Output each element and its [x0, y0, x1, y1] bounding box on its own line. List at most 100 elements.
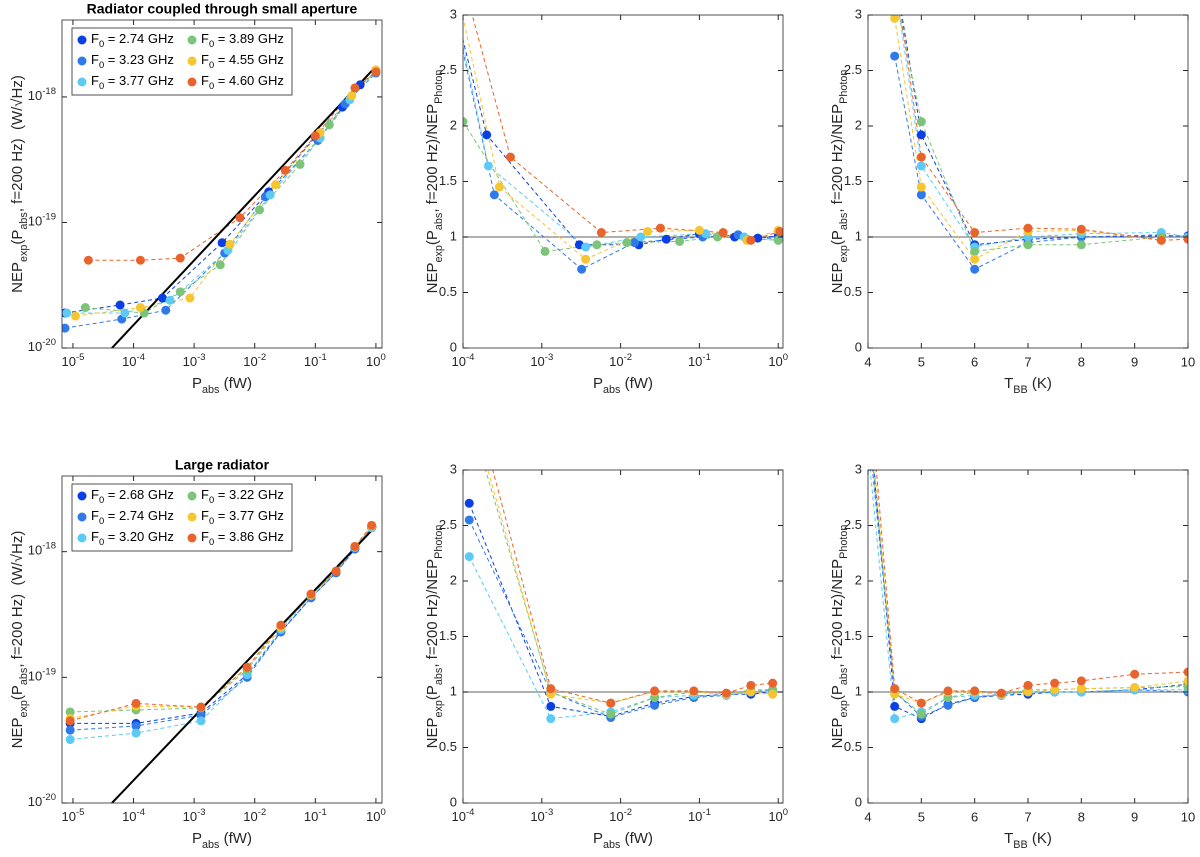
tick-base: 10: [183, 809, 197, 824]
tick-exponent: -19: [42, 666, 56, 677]
data-point: [916, 698, 926, 708]
text-part: = 2.68 GHz: [104, 487, 174, 502]
text-part: F: [201, 73, 209, 88]
text-part: = 4.55 GHz: [214, 52, 284, 67]
text-part: F: [91, 73, 99, 88]
y-axis-label: NEPexp(Pabs, f=200 Hz)/NEPPhoton: [424, 525, 445, 749]
text-part: = 3.20 GHz: [104, 529, 174, 544]
data-point: [1023, 680, 1033, 690]
data-point: [996, 688, 1006, 698]
y-axis-label: NEPexp(Pabs, f=200 Hz)/NEPPhoton: [829, 70, 850, 294]
text-part: exp: [18, 700, 30, 717]
data-point: [768, 678, 778, 688]
text-part: P: [192, 375, 202, 392]
text-part: F: [91, 52, 99, 67]
legend-marker: [187, 533, 197, 543]
text-part: Photon: [838, 70, 850, 104]
data-point: [65, 725, 75, 735]
data-point: [629, 238, 639, 248]
text-part: (fW): [620, 830, 652, 847]
tick-label: 10-4: [122, 807, 145, 824]
text-part: abs: [202, 839, 220, 851]
tick-exponent: 0: [783, 352, 788, 363]
data-point: [890, 15, 900, 23]
text-part: 0: [99, 537, 104, 547]
x-axis-label: Pabs (fW): [593, 830, 653, 851]
text-part: F: [91, 487, 99, 502]
data-point: [1050, 678, 1060, 688]
tick-exponent: 0: [381, 352, 386, 363]
legend-marker: [187, 35, 197, 45]
data-point: [175, 287, 185, 297]
tick-exponent: -1: [318, 352, 326, 363]
legend-marker: [77, 35, 87, 45]
tick-exponent: -3: [197, 807, 205, 818]
tick-base: 10: [366, 809, 380, 824]
tick-exponent: -4: [137, 807, 145, 818]
data-point: [265, 190, 275, 200]
text-part: (P: [424, 685, 441, 700]
tick-exponent: -1: [318, 807, 326, 818]
tick-label: 8: [1078, 809, 1085, 824]
text-part: exp: [433, 700, 445, 717]
data-point: [1050, 685, 1060, 695]
tick-base: 10: [28, 214, 42, 229]
text-part: exp: [433, 245, 445, 262]
text-part: F: [201, 529, 209, 544]
legend-marker: [77, 56, 87, 66]
data-point: [916, 130, 926, 140]
data-point: [324, 120, 334, 130]
axes-box: [61, 19, 383, 349]
x-axis-label: TBB (K): [1004, 375, 1052, 396]
data-point: [916, 161, 926, 171]
text-part: Photon: [433, 525, 445, 559]
text-part: abs: [603, 384, 621, 396]
data-point: [1076, 224, 1086, 234]
tick-label: 0: [450, 339, 457, 354]
text-part: , f=200 Hz) (W/√Hz): [9, 531, 26, 668]
data-point: [753, 233, 763, 243]
data-point: [596, 228, 606, 238]
data-point: [464, 552, 474, 562]
series-line: [875, 470, 1188, 704]
tick-base: 10: [243, 354, 257, 369]
tick-label: 0.5: [844, 739, 862, 754]
text-part: F: [91, 529, 99, 544]
data-point: [120, 308, 130, 318]
text-part: = 4.60 GHz: [214, 73, 284, 88]
data-point: [970, 228, 980, 238]
tick-label: 0.5: [439, 739, 457, 754]
legend-marker: [187, 491, 197, 501]
data-point: [161, 305, 171, 315]
data-point: [131, 728, 141, 738]
data-point: [225, 239, 235, 249]
text-part: = 3.77 GHz: [104, 73, 174, 88]
tick-base: 10: [183, 354, 197, 369]
data-point: [80, 303, 90, 313]
data-point: [970, 246, 980, 256]
tick-label: 4: [864, 809, 871, 824]
tick-label: 10-5: [61, 352, 84, 369]
tick-label: 1: [450, 228, 457, 243]
tick-base: 10: [366, 354, 380, 369]
tick-label: 6: [971, 809, 978, 824]
text-part: , f=200 Hz)/NEP: [829, 559, 846, 668]
data-point: [1183, 676, 1188, 686]
data-point: [215, 260, 225, 270]
tick-label: 10-3: [183, 352, 206, 369]
tick-label: 10-2: [609, 807, 632, 824]
data-point: [546, 701, 556, 711]
data-point: [235, 213, 245, 223]
text-part: abs: [18, 667, 30, 685]
legend-label: F0 = 2.74 GHz: [91, 508, 174, 526]
tick-label: 9: [1131, 809, 1138, 824]
tick-label: 1: [450, 683, 457, 698]
tick-exponent: -3: [545, 807, 553, 818]
data-point: [577, 264, 587, 274]
data-point: [350, 541, 360, 551]
tick-label: 1.5: [844, 628, 862, 643]
data-point: [280, 165, 290, 175]
data-point: [276, 620, 286, 630]
